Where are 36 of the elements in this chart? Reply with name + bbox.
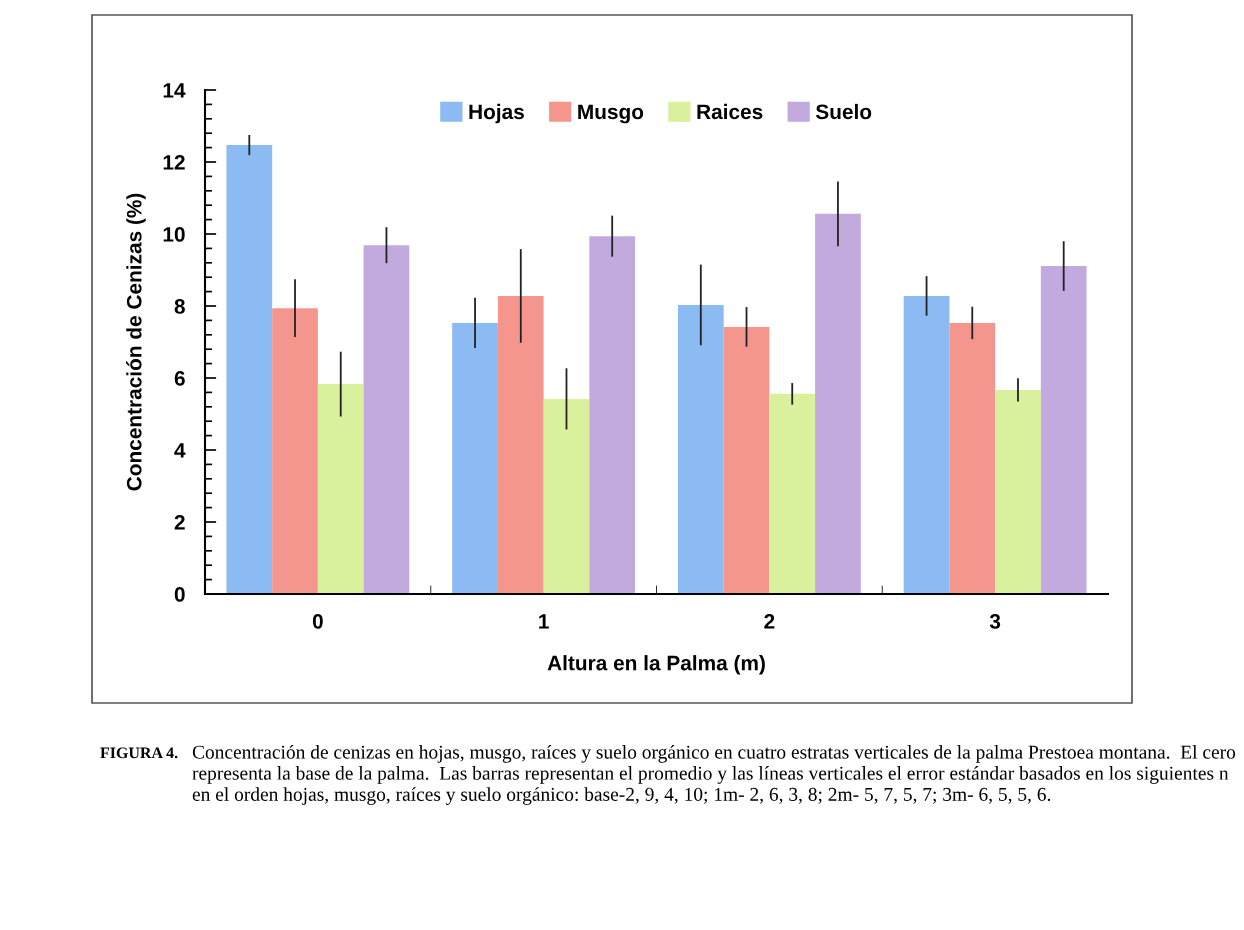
bar	[226, 145, 273, 594]
x-axis-title: Altura en la Palma (m)	[547, 655, 765, 675]
x-tick-label: 1	[539, 614, 549, 629]
bar	[949, 322, 996, 594]
bar	[769, 393, 816, 594]
x-tick-label: 2	[764, 613, 775, 629]
bar	[995, 389, 1041, 594]
bar	[589, 236, 636, 594]
text: Concentración de cenizas en hojas, musgo, raíces y suelo orgánico en cuatro estratas verticales de la palma Prestoea montana. El cero representa la base de la palma. Las barras representan el promedio y las líneas verticales el error estándar basados en los siguientes n en el orden hojas, musgo, raíces y suelo orgánico: base-2, 9, 4, 10; 1m- 2, 6, 3, 8; 2m- 5, 7, 5, 7; 3m- 6, 5, 5, 6.	[192, 745, 1236, 805]
x-tick-label: 0	[312, 613, 323, 629]
bar	[363, 245, 410, 594]
y-tick-label: 12	[163, 155, 185, 170]
legend-label: Suelo	[815, 103, 872, 120]
y-tick-label: 6	[174, 371, 185, 386]
y-tick-label: 10	[163, 227, 185, 242]
legend-label: Raices	[697, 103, 763, 120]
legend-label: Musgo	[578, 104, 644, 124]
bar	[452, 322, 498, 594]
y-tick-label: 14	[163, 83, 186, 98]
bar	[815, 213, 861, 594]
bar	[677, 304, 724, 594]
text: FIGURA 4.	[100, 747, 178, 759]
legend-label: Hojas	[469, 103, 524, 124]
bar	[903, 295, 950, 594]
bar	[317, 384, 364, 594]
bar	[272, 308, 318, 594]
bar	[1040, 266, 1087, 594]
y-axis-title: Concentración de Cenizas (%)	[126, 193, 146, 491]
y-tick-label: 0	[174, 587, 185, 602]
y-tick-label: 8	[174, 299, 185, 314]
bar	[497, 295, 544, 594]
x-tick-label: 3	[989, 613, 1001, 629]
bar	[543, 398, 590, 594]
bar	[723, 326, 770, 594]
y-tick-label: 4	[174, 443, 186, 458]
y-tick-label: 2	[174, 515, 185, 530]
